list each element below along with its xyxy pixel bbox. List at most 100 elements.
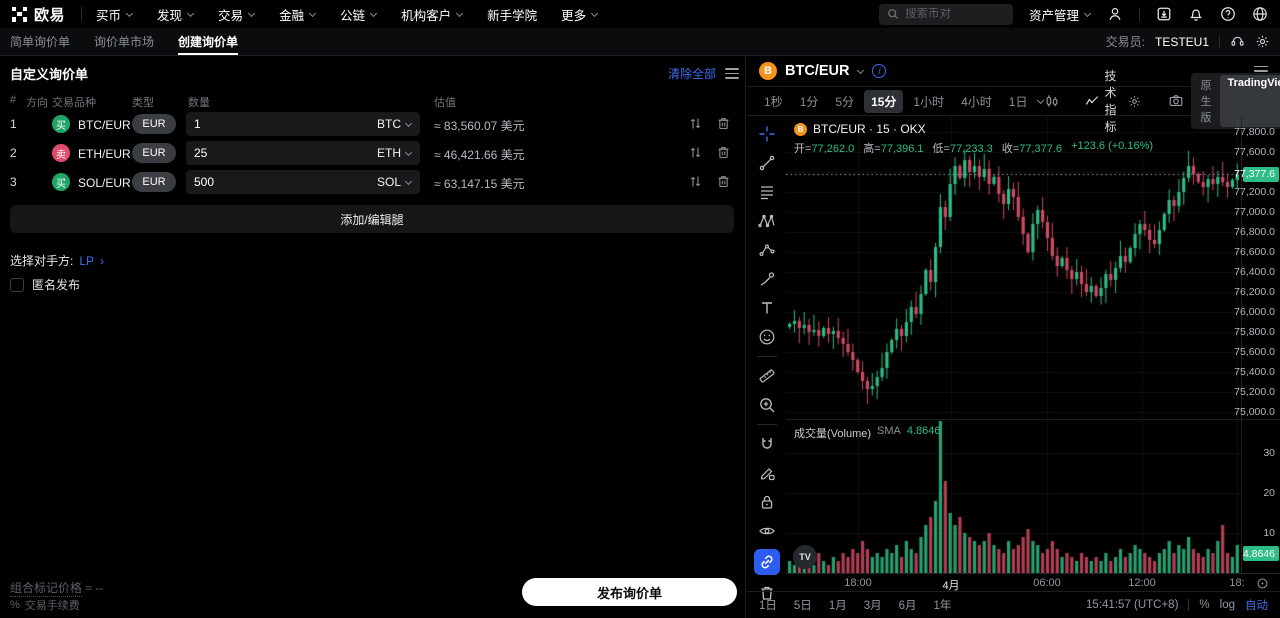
chart-canvas[interactable] bbox=[786, 117, 1241, 573]
draw-pencil-tool-icon[interactable] bbox=[754, 462, 780, 484]
chevron-down-icon[interactable] bbox=[857, 68, 864, 75]
side-badge[interactable]: 买 bbox=[52, 173, 70, 191]
camera-icon[interactable] bbox=[1164, 93, 1188, 109]
leg-value: ≈ 83,560.07 美元 bbox=[434, 119, 525, 133]
auto-scale-button[interactable]: 自动 bbox=[1245, 600, 1268, 612]
support-icon[interactable] bbox=[1230, 34, 1245, 49]
clock[interactable]: 15:41:57 (UTC+8) bbox=[1086, 599, 1179, 611]
menu-item[interactable]: 机构客户 bbox=[401, 5, 463, 24]
side-badge[interactable]: 买 bbox=[52, 115, 70, 133]
fib-lines-tool-icon[interactable] bbox=[754, 181, 780, 203]
emoji-tool-icon[interactable] bbox=[754, 326, 780, 348]
chevron-down-icon bbox=[456, 11, 463, 18]
info-icon[interactable]: i bbox=[872, 64, 887, 78]
menu-item[interactable]: 更多 bbox=[561, 5, 598, 24]
lock-tool-icon[interactable] bbox=[754, 491, 780, 513]
trash-tool-icon[interactable] bbox=[754, 582, 780, 604]
timeframe-button[interactable]: 1秒 bbox=[764, 94, 783, 109]
tradingview-watermark[interactable]: TV bbox=[793, 545, 817, 569]
tab[interactable]: 询价单市场 bbox=[94, 35, 155, 49]
menu-item[interactable]: 发现 bbox=[157, 5, 194, 24]
type-pill[interactable]: EUR bbox=[132, 143, 176, 163]
candle-style-icon[interactable] bbox=[1040, 93, 1064, 109]
delete-icon[interactable] bbox=[716, 145, 731, 160]
menu-item[interactable]: 金融 bbox=[279, 5, 316, 24]
scroll-to-now-icon[interactable] bbox=[1256, 577, 1269, 590]
swap-direction-icon[interactable] bbox=[688, 116, 703, 131]
search-box[interactable] bbox=[878, 3, 1013, 25]
indicator-settings-icon[interactable] bbox=[1123, 94, 1146, 109]
timeframe-button[interactable]: 15分 bbox=[864, 89, 904, 113]
search-input[interactable] bbox=[904, 8, 1005, 20]
add-edit-leg-button[interactable]: 添加/编辑腿 bbox=[10, 205, 734, 233]
range-button[interactable]: 6月 bbox=[898, 600, 917, 612]
download-icon[interactable] bbox=[1156, 6, 1172, 22]
publish-rfq-button[interactable]: 发布询价单 bbox=[522, 578, 737, 606]
timeframe-button[interactable]: 1分 bbox=[799, 94, 819, 109]
menu-item[interactable]: 新手学院 bbox=[487, 8, 538, 23]
range-button[interactable]: 1月 bbox=[828, 600, 847, 612]
crosshair-tool-icon[interactable] bbox=[754, 123, 780, 145]
assets-menu[interactable]: 资产管理 bbox=[1029, 5, 1091, 24]
type-pill[interactable]: EUR bbox=[132, 172, 176, 192]
swap-direction-icon[interactable] bbox=[688, 145, 703, 160]
unit-selector[interactable]: BTC bbox=[377, 117, 412, 131]
quantity-input[interactable] bbox=[194, 146, 372, 160]
quantity-field[interactable]: BTC bbox=[186, 112, 420, 136]
unit-selector[interactable]: ETH bbox=[377, 146, 412, 160]
anonymous-checkbox[interactable] bbox=[10, 277, 24, 292]
tab[interactable]: 简单询价单 bbox=[10, 35, 71, 49]
price-tick: 75,600.0 bbox=[1234, 346, 1275, 358]
panel-menu-icon[interactable] bbox=[725, 68, 739, 79]
okx-logo[interactable]: 欧易 bbox=[12, 4, 65, 25]
time-tick: 4月 bbox=[942, 580, 960, 592]
panel-title: 自定义询价单 bbox=[10, 67, 89, 82]
xabcd-pattern-tool-icon[interactable] bbox=[754, 210, 780, 232]
menu-item[interactable]: 买币 bbox=[96, 5, 133, 24]
timeframe-button[interactable]: 5分 bbox=[835, 94, 855, 109]
percent-scale-button[interactable]: % bbox=[1199, 599, 1210, 611]
range-button[interactable]: 1年 bbox=[933, 600, 952, 612]
chevron-down-icon bbox=[126, 11, 133, 18]
delete-icon[interactable] bbox=[716, 174, 731, 189]
forecast-tool-icon[interactable] bbox=[754, 239, 780, 261]
help-icon[interactable] bbox=[1220, 6, 1236, 22]
brush-tool-icon[interactable] bbox=[754, 268, 780, 290]
timeframe-button[interactable]: 4小时 bbox=[961, 94, 992, 109]
pane-divider[interactable] bbox=[786, 419, 1280, 420]
delete-icon[interactable] bbox=[716, 116, 731, 131]
user-icon[interactable] bbox=[1107, 6, 1123, 22]
quantity-field[interactable]: ETH bbox=[186, 141, 420, 165]
trend-line-tool-icon[interactable] bbox=[754, 152, 780, 174]
price-axis[interactable]: 77,800.0 77,600.0 77,200.0 77,000.0 76,800.0… bbox=[1234, 117, 1280, 573]
magnet-tool-icon[interactable] bbox=[754, 433, 780, 455]
timeframe-button[interactable]: 1小时 bbox=[913, 94, 945, 109]
type-pill[interactable]: EUR bbox=[132, 114, 176, 134]
range-button[interactable]: 1日 bbox=[759, 600, 777, 612]
timeframe-button[interactable]: 1日 bbox=[1008, 94, 1028, 109]
unit-selector[interactable]: SOL bbox=[377, 175, 412, 189]
quantity-input[interactable] bbox=[194, 175, 372, 189]
range-button[interactable]: 3月 bbox=[863, 600, 882, 612]
text-tool-icon[interactable] bbox=[754, 297, 780, 319]
quantity-field[interactable]: SOL bbox=[186, 170, 420, 194]
swap-direction-icon[interactable] bbox=[688, 174, 703, 189]
time-axis[interactable]: 18:00 4月 06:00 12:00 18: bbox=[786, 573, 1280, 592]
globe-icon[interactable] bbox=[1252, 6, 1268, 22]
log-scale-button[interactable]: log bbox=[1219, 599, 1235, 611]
counterparty-link[interactable]: LP bbox=[79, 253, 95, 268]
ruler-tool-icon[interactable] bbox=[754, 365, 780, 387]
quantity-input[interactable] bbox=[194, 117, 372, 131]
link-tool-icon[interactable] bbox=[753, 549, 780, 575]
menu-item[interactable]: 公链 bbox=[340, 5, 377, 24]
zoom-in-tool-icon[interactable] bbox=[754, 394, 780, 416]
side-badge[interactable]: 卖 bbox=[52, 144, 70, 162]
clear-all-link[interactable]: 清除全部 bbox=[667, 67, 716, 81]
tab[interactable]: 创建询价单 bbox=[178, 28, 239, 55]
settings-icon[interactable] bbox=[1255, 34, 1270, 49]
eye-tool-icon[interactable] bbox=[754, 520, 780, 542]
anonymous-checkbox-row[interactable]: 匿名发布 bbox=[10, 276, 80, 293]
range-button[interactable]: 5日 bbox=[793, 600, 812, 612]
menu-item[interactable]: 交易 bbox=[218, 5, 255, 24]
bell-icon[interactable] bbox=[1188, 6, 1204, 22]
